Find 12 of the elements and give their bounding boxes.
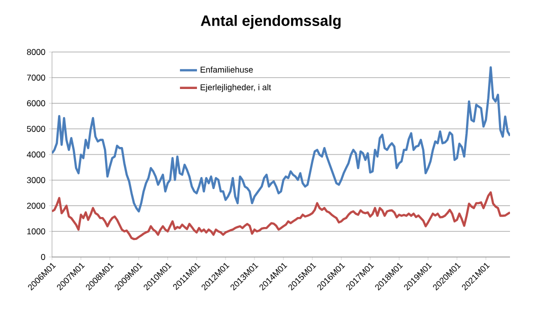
- chart-title: Antal ejendomssalg: [200, 15, 341, 29]
- legend-label: Ejerlejligheder, i alt: [200, 84, 272, 92]
- y-tick-label: 1000: [27, 228, 46, 234]
- y-tick-label: 7000: [27, 74, 46, 81]
- y-tick-label: 2000: [27, 202, 46, 209]
- legend-label: Enfamiliehuse: [200, 66, 253, 73]
- y-tick-label: 3000: [26, 177, 46, 184]
- y-tick-label: 0: [41, 254, 46, 260]
- y-tick-label: 8000: [27, 49, 46, 55]
- y-tick-label: 5000: [26, 126, 46, 132]
- y-tick-label: 6000: [27, 100, 46, 106]
- y-tick-label: 4000: [26, 152, 46, 158]
